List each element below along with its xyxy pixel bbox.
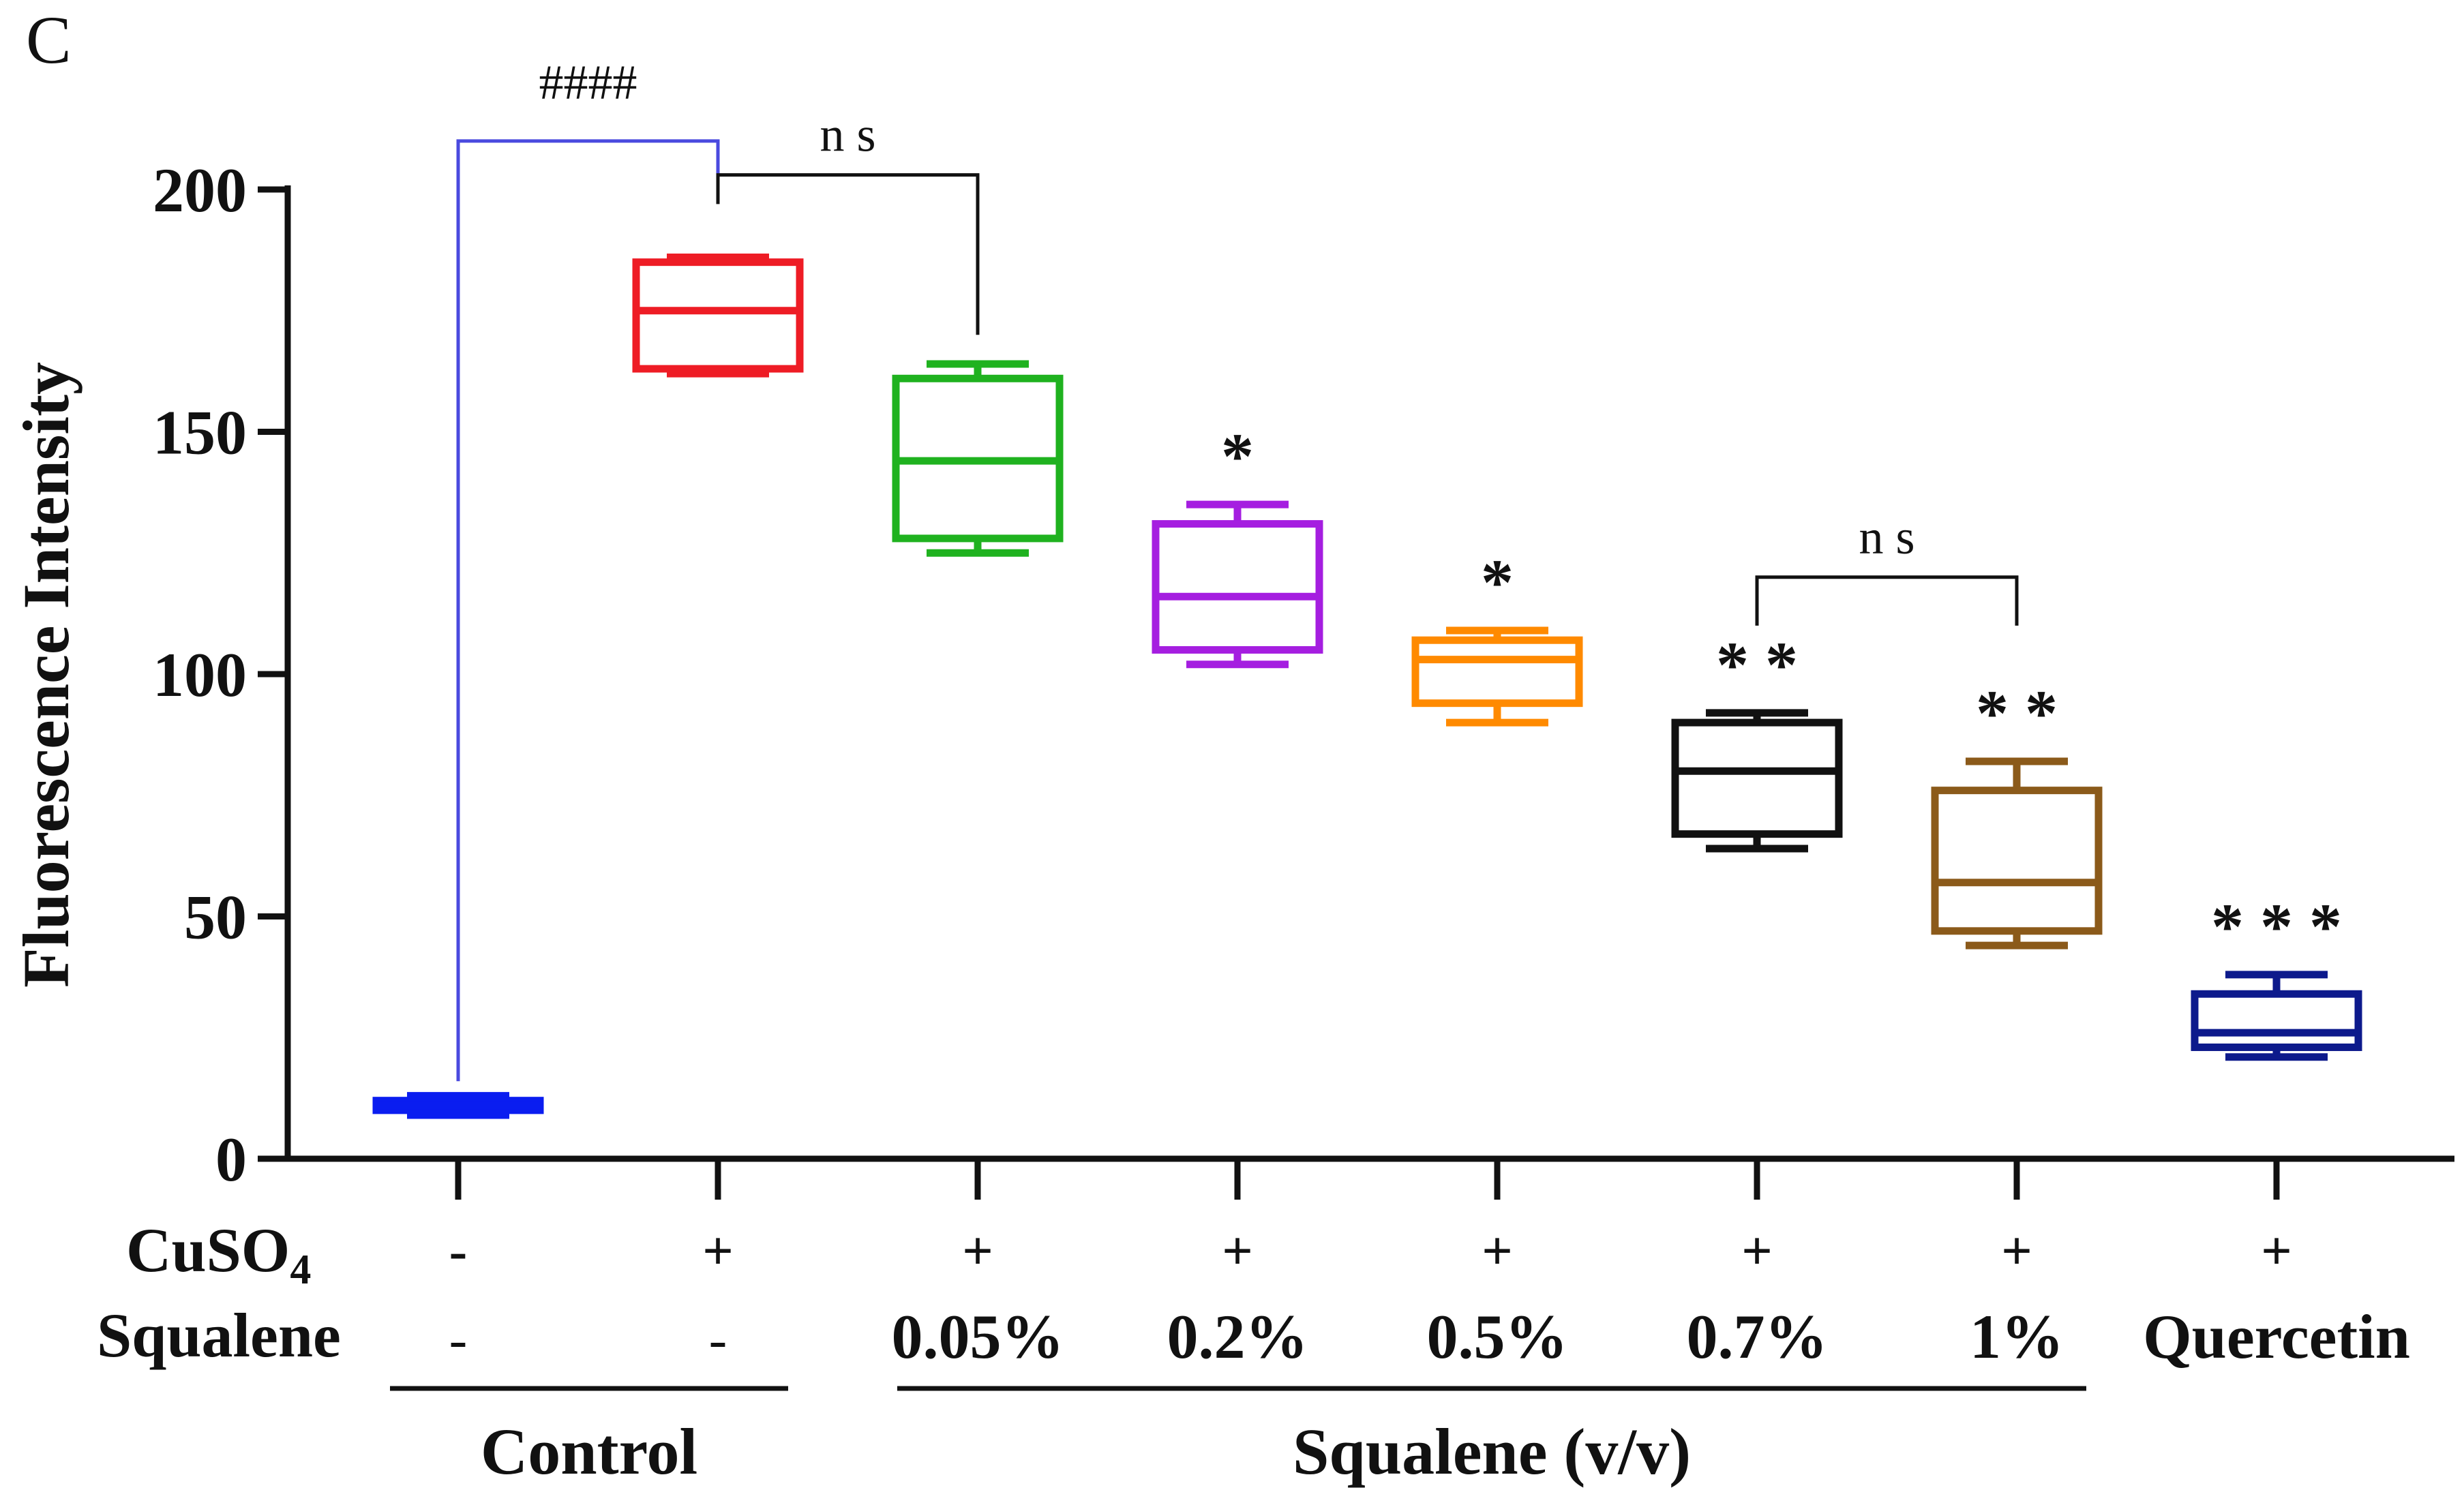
cuso4-value-3: + [1222, 1221, 1253, 1281]
cuso4-row-label: CuSO4 [126, 1215, 311, 1293]
cuso4-value-7: + [2261, 1221, 2292, 1281]
y-tick-label-50: 50 [184, 883, 247, 952]
group-brackets: Control Squalene (v/v) [390, 1386, 2086, 1488]
x-axis [285, 1155, 2454, 1200]
significance-annotations: #### n s n s [456, 55, 2019, 1082]
comparison-line [1755, 575, 2019, 626]
cuso4-value-0: - [449, 1221, 468, 1281]
y-tick-label-0: 0 [215, 1125, 247, 1194]
cuso4-value-5: + [1741, 1221, 1773, 1281]
box-iqr [1411, 636, 1583, 708]
box-group-5: * * [1671, 628, 1843, 853]
y-tick-label-200: 200 [153, 155, 247, 225]
bracket-label-0: Control [481, 1415, 697, 1488]
significance-marker: * * [1976, 677, 2058, 750]
comparison-0: #### [456, 55, 720, 1082]
y-tick-label-150: 150 [153, 398, 247, 468]
box-group-7: * * * [2191, 890, 2362, 1061]
box-iqr [1671, 718, 1843, 838]
comparison-line [456, 139, 720, 1082]
comparison-2: n s [1755, 510, 2019, 626]
significance-marker: * [1221, 420, 1254, 493]
box-iqr [1931, 787, 2103, 935]
comparison-1: n s [716, 108, 980, 335]
box-group-6: * * [1931, 677, 2103, 949]
significance-marker: * * [1716, 628, 1798, 701]
y-tick-label-100: 100 [153, 640, 247, 710]
squalene-value-4: 0.5% [1427, 1302, 1568, 1371]
cuso4-value-6: + [2001, 1221, 2032, 1281]
y-axis-label: Fluorescence Intensity [10, 362, 82, 988]
squalene-row-label: Squalene [97, 1301, 341, 1370]
comparison-label: n s [1859, 510, 1914, 564]
squalene-value-3: 0.2% [1167, 1302, 1308, 1371]
squalene-value-7: Quercetin [2143, 1302, 2410, 1371]
cuso4-value-2: + [962, 1221, 993, 1281]
panel-label: C [26, 2, 72, 78]
box-iqr [2191, 990, 2362, 1051]
cuso4-value-4: + [1482, 1221, 1513, 1281]
box-group-1 [632, 254, 804, 378]
cuso4-value-1: + [702, 1221, 734, 1281]
squalene-value-6: 1% [1970, 1302, 2064, 1371]
squalene-value-5: 0.7% [1687, 1302, 1828, 1371]
box-group-2 [892, 360, 1064, 557]
significance-marker: * * * [2211, 890, 2342, 963]
squalene-value-1: - [709, 1310, 727, 1370]
treatment-rows: CuSO4 Squalene - - + - +0.05% +0.2% +0.5% +0.7%… [97, 1215, 2410, 1371]
box-group-4: * [1411, 546, 1583, 727]
squalene-value-0: - [449, 1310, 468, 1370]
cuso4-label-subscript: 4 [290, 1247, 311, 1293]
box-iqr [1152, 520, 1323, 654]
box-group-0 [372, 1092, 544, 1119]
comparison-label: n s [820, 108, 875, 162]
box-group-3: * [1152, 420, 1323, 669]
boxes: * * * * * * * * * [372, 254, 2362, 1119]
y-axis: 0 50 100 150 200 [153, 155, 291, 1194]
comparison-line [716, 173, 980, 335]
comparison-label: #### [539, 55, 637, 110]
box-iqr [632, 258, 804, 373]
squalene-value-2: 0.05% [892, 1302, 1064, 1371]
cuso4-label-text: CuSO [126, 1215, 290, 1285]
significance-marker: * [1481, 546, 1514, 619]
bracket-label-1: Squalene (v/v) [1293, 1415, 1691, 1488]
